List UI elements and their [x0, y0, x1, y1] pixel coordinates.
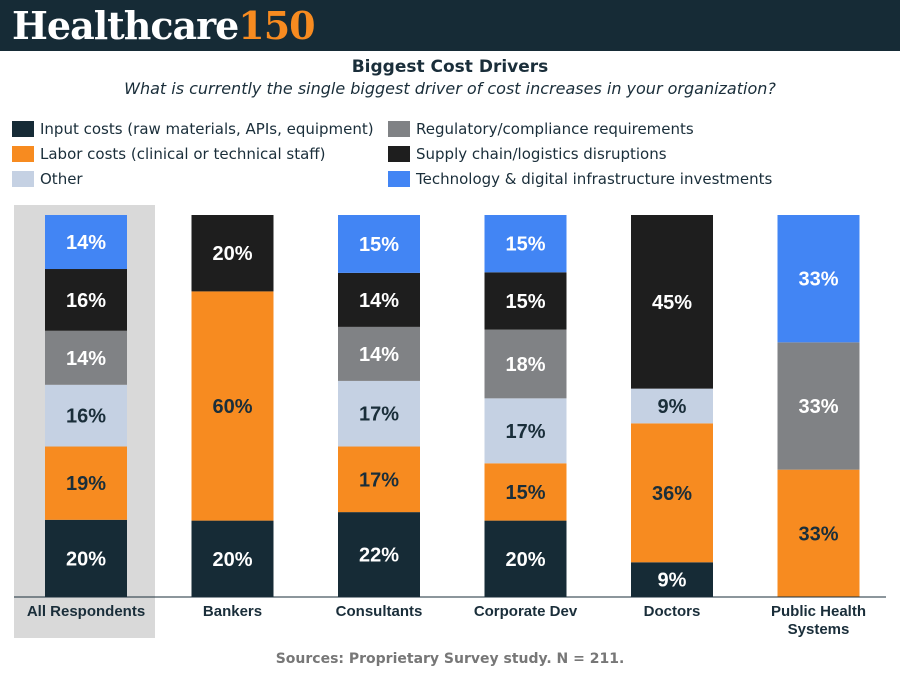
legend-swatch [12, 171, 34, 187]
data-label: 20% [212, 549, 252, 571]
data-label: 16% [66, 406, 106, 428]
bar-segment-all-respondents-input-costs-raw-mate [45, 519, 127, 597]
data-label: 20% [212, 243, 252, 265]
bar-segment-corporate-dev-labor-costs-clinical [484, 463, 567, 521]
category-label-bankers: Bankers [203, 603, 262, 620]
data-label: 14% [359, 344, 399, 366]
data-label: 18% [505, 354, 545, 376]
data-label: 60% [212, 396, 252, 418]
data-label: 36% [652, 483, 692, 505]
data-label: 22% [359, 545, 399, 567]
data-label: 9% [658, 396, 687, 418]
legend-label: Labor costs (clinical or technical staff… [40, 145, 326, 163]
category-label-corporate-dev: Corporate Dev [474, 603, 578, 620]
data-label: 33% [798, 269, 838, 291]
bar-segment-corporate-dev-input-costs-raw-mate [484, 520, 567, 597]
bar-segment-bankers-labor-costs-clinical [191, 291, 274, 521]
legend-label: Other [40, 170, 83, 188]
data-label: 17% [505, 421, 545, 443]
bar-segment-bankers-supply-chain-logisti [191, 215, 274, 292]
data-label: 14% [359, 290, 399, 312]
data-label: 20% [505, 549, 545, 571]
legend-swatch [388, 146, 410, 162]
legend-swatch [12, 146, 34, 162]
legend-swatch [12, 121, 34, 137]
data-label: 33% [798, 523, 838, 545]
bar-segment-corporate-dev-regulatory-complianc [484, 329, 567, 399]
category-label-all-respondents: All Respondents [27, 603, 145, 620]
bar-segment-consultants-labor-costs-clinical [338, 446, 420, 513]
data-label: 33% [798, 396, 838, 418]
data-label: 15% [359, 234, 399, 256]
data-label: 19% [66, 473, 106, 495]
legend-swatch [388, 171, 410, 187]
legend-label: Regulatory/compliance requirements [416, 120, 694, 138]
legend-label: Input costs (raw materials, APIs, equipm… [40, 120, 374, 138]
header-bar: Healthcare150 [0, 0, 900, 51]
bar-segment-all-respondents-technology-digital-i [45, 215, 127, 270]
bar-segment-doctors-supply-chain-logisti [631, 215, 713, 389]
data-label: 9% [658, 570, 687, 592]
bar-segment-bankers-input-costs-raw-mate [191, 520, 274, 597]
bar-segment-all-respondents-supply-chain-logisti [45, 269, 127, 331]
brand-logo: Healthcare150 [12, 3, 316, 48]
data-label: 15% [505, 234, 545, 256]
bar-segment-consultants-input-costs-raw-mate [338, 512, 420, 597]
data-label: 15% [505, 291, 545, 313]
bar-segment-consultants-regulatory-complianc [338, 326, 420, 381]
bar-segment-doctors-labor-costs-clinical [631, 423, 713, 563]
data-label: 20% [66, 548, 106, 570]
bar-segment-consultants-technology-digital-i [338, 215, 420, 273]
data-label: 14% [66, 348, 106, 370]
chart-subtitle: What is currently the single biggest dri… [124, 79, 776, 98]
data-label: 16% [66, 290, 106, 312]
source-note: Sources: Proprietary Survey study. N = 2… [275, 651, 625, 667]
data-label: 17% [359, 404, 399, 426]
data-label: 15% [505, 482, 545, 504]
data-label: 45% [652, 292, 692, 314]
category-label-consultants: Consultants [336, 603, 423, 620]
bar-segment-all-respondents-labor-costs-clinical [45, 446, 127, 520]
bar-segment-corporate-dev-supply-chain-logisti [484, 272, 567, 330]
bar-segment-all-respondents-regulatory-complianc [45, 330, 127, 385]
bar-segment-public-health-systems-labor-costs-clinical [777, 469, 860, 597]
logo-text-number: 150 [238, 3, 315, 48]
bar-segment-doctors-input-costs-raw-mate [631, 562, 713, 597]
bar-segment-doctors-other [631, 388, 713, 424]
bar-segment-public-health-systems-regulatory-complianc [777, 342, 860, 470]
legend-label: Technology & digital infrastructure inve… [416, 170, 773, 188]
legend-label: Supply chain/logistics disruptions [416, 145, 667, 163]
bar-segment-all-respondents-other [45, 384, 127, 447]
data-label: 14% [66, 232, 106, 254]
bar-segment-consultants-supply-chain-logisti [338, 272, 420, 327]
bar-segment-public-health-systems-technology-digital-i [777, 215, 860, 343]
category-label-public-health-systems: Public Health Systems [771, 603, 866, 638]
legend-swatch [388, 121, 410, 137]
bar-segment-consultants-other [338, 380, 420, 447]
bar-segment-corporate-dev-other [484, 398, 567, 464]
data-label: 17% [359, 469, 399, 491]
logo-text-main: Healthcare [12, 3, 239, 48]
category-label-doctors: Doctors [644, 603, 701, 620]
chart-title: Biggest Cost Drivers [351, 57, 549, 77]
bar-segment-corporate-dev-technology-digital-i [484, 215, 567, 273]
